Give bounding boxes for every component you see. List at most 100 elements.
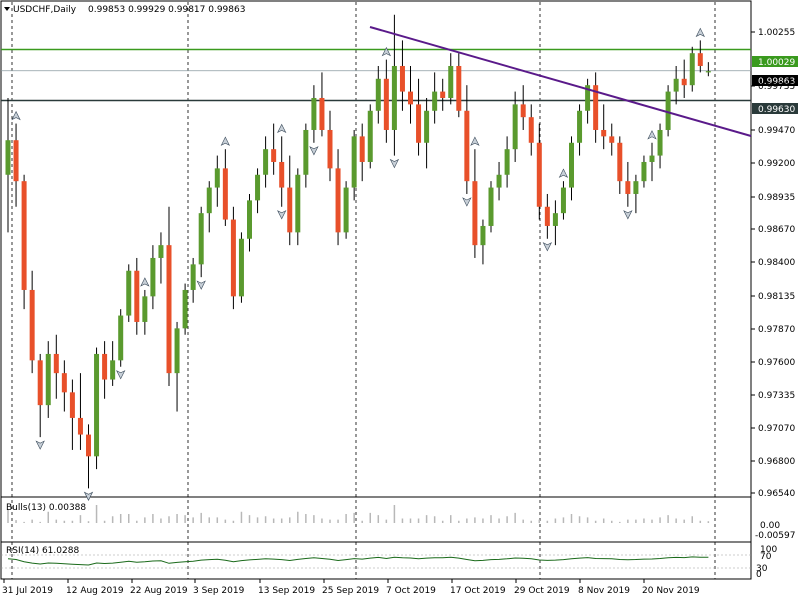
candle-body-16 [134,270,140,322]
candle-body-45 [367,110,373,162]
candle-body-85 [689,53,695,86]
candle-body-78 [633,181,639,194]
fractal-up-icon-58 [470,136,480,146]
price-label-9: 0.97600 [758,358,795,368]
price-label-10: 0.97335 [758,391,795,401]
rsi-label: RSI(14) 61.0288 [6,546,79,556]
rsi-tick-100: 100 [760,545,777,555]
resistance-label-bg [752,56,798,67]
candle-body-29 [238,238,244,297]
candle-body-31 [255,174,261,201]
price-label-12: 0.96800 [758,457,795,467]
candle-body-25 [206,187,212,214]
rsi-panel-frame [0,541,752,580]
candle-body-48 [391,65,397,130]
price-axis: 1.00255 0.99735 0.99470 0.99200 0.98935 0.986… [751,28,795,499]
date-label-0: 31 Jul 2019 [2,586,53,596]
candles [5,14,711,489]
main-plot-frame [0,0,752,498]
price-label-8: 0.97870 [758,325,795,335]
candle-body-27 [222,168,228,220]
rsi-tick-70: 70 [760,552,772,562]
rsi-tick-30: 30 [756,564,768,574]
candle-body-65 [528,117,534,143]
fractal-down-icon-48 [389,158,400,169]
candle-body-77 [625,181,631,194]
fractal-down-icon-10 [83,491,94,501]
candle-body-39 [319,97,325,130]
candle-body-38 [311,97,317,130]
candle-body-68 [552,213,558,226]
candle-body-64 [520,104,526,118]
support-label: 0.99630 [758,105,795,115]
price-label-1: 0.99735 [758,82,795,92]
candle-body-44 [359,136,365,162]
candle-body-76 [617,142,623,182]
candle-body-83 [673,78,679,92]
candle-body-82 [665,91,671,130]
candle-body-18 [150,257,156,297]
fractal-down-icon-14 [116,370,126,380]
chevron-down-icon[interactable] [4,7,10,11]
candle-body-5 [45,353,51,406]
date-label-3: 3 Sep 2019 [193,586,245,596]
candle-body-71 [577,110,583,143]
bulls-histogram [7,505,710,523]
candle-body-33 [271,149,277,162]
candle-body-63 [512,104,518,150]
fractal-down-icon-67 [542,242,553,252]
candle-body-21 [174,328,180,374]
candle-body-19 [158,245,164,258]
date-label-8: 29 Oct 2019 [514,586,570,596]
candle-body-12 [102,353,108,380]
price-label-0: 1.00255 [758,28,795,38]
candle-body-32 [263,149,269,175]
bulls-tick-min: -0.00597 [755,531,795,541]
candle-body-17 [142,296,148,322]
chart-ohlc: 0.99853 0.99929 0.99817 0.99863 [88,5,245,15]
price-label-7: 0.98135 [758,292,795,302]
candle-body-54 [440,91,446,98]
price-label-6: 0.98400 [758,258,795,268]
candle-body-74 [601,129,607,137]
candle-body-28 [230,219,236,297]
candle-body-69 [560,187,566,214]
date-label-2: 22 Aug 2019 [130,586,188,596]
fractal-down-icon-4 [35,440,45,450]
rsi-line-group [1,554,751,569]
bulls-panel-frame [0,496,752,543]
price-label-5: 0.98670 [758,225,795,235]
fractal-up-icon-1 [11,110,21,121]
current-price-label: 0.99863 [758,77,795,87]
candle-body-52 [424,110,430,143]
candle-body-70 [569,142,574,188]
candle-body-81 [657,129,663,156]
candle-body-13 [110,360,116,380]
fractal-down-icon-24 [196,280,206,290]
candle-body-53 [432,91,438,111]
candle-body-59 [480,225,486,246]
candle-body-60 [488,187,494,226]
candle-body-34 [279,161,285,188]
price-label-11: 0.97070 [758,424,795,434]
candle-body-11 [94,353,100,457]
candle-body-75 [609,136,615,143]
trend-line[interactable] [369,26,752,137]
bulls-label: Bulls(13) 0.00388 [6,503,86,513]
fractal-down-icon-38 [309,146,319,156]
candle-body-87 [705,71,711,73]
price-label-13: 0.96540 [758,489,795,499]
candle-body-2 [21,181,27,290]
candle-body-42 [343,187,349,233]
candle-body-3 [29,289,35,361]
rsi-line [7,556,709,566]
candle-body-9 [77,417,83,435]
candle-body-36 [295,174,301,233]
fractal-up-icon-69 [558,168,569,178]
fractal-up-icon-80 [647,130,657,140]
candle-body-73 [593,85,599,130]
candle-body-66 [536,142,542,207]
fractal-down-icon-57 [462,197,472,207]
resistance-label: 1.00029 [758,58,795,68]
fractal-arrows [11,27,705,501]
